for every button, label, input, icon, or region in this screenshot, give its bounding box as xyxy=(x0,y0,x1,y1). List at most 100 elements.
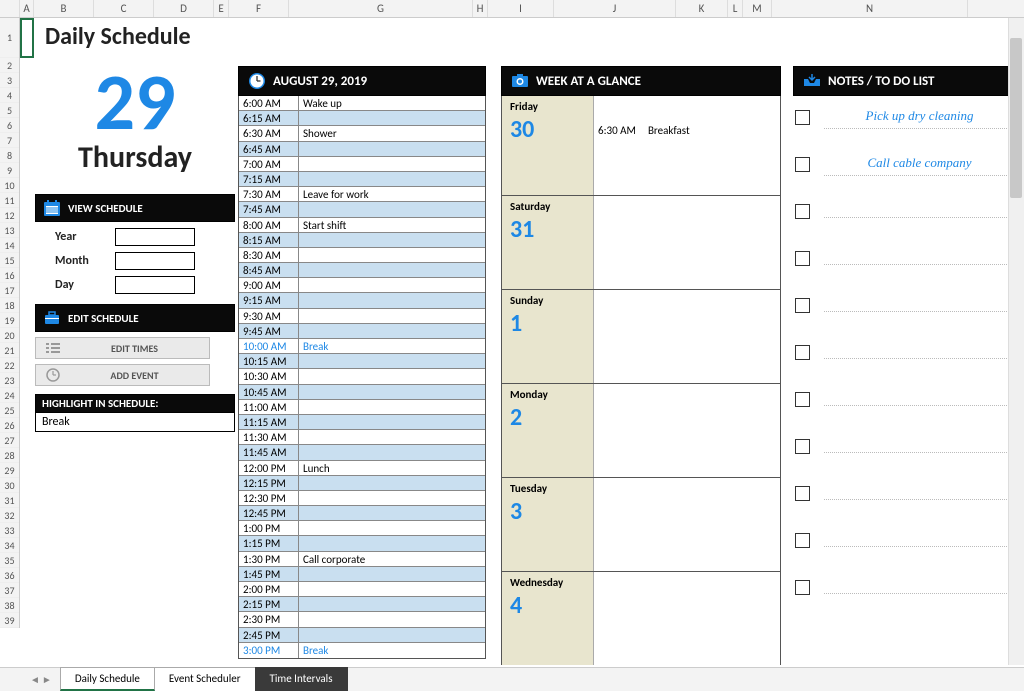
week-day[interactable]: Monday2 xyxy=(502,384,780,478)
note-checkbox[interactable] xyxy=(795,533,810,548)
note-text[interactable] xyxy=(824,390,1015,406)
note-text[interactable] xyxy=(824,296,1015,312)
note-checkbox[interactable] xyxy=(795,439,810,454)
note-text[interactable] xyxy=(824,343,1015,359)
schedule-row[interactable]: 10:45 AM xyxy=(239,385,485,400)
col-header[interactable]: H xyxy=(473,0,488,17)
schedule-row[interactable]: 2:15 PM xyxy=(239,597,485,612)
week-day[interactable]: Wednesday4 xyxy=(502,572,780,665)
schedule-row[interactable]: 8:30 AM xyxy=(239,248,485,263)
note-text[interactable] xyxy=(824,437,1015,453)
note-text[interactable] xyxy=(824,578,1015,594)
schedule-row[interactable]: 8:45 AM xyxy=(239,263,485,278)
note-text[interactable]: Pick up dry cleaning xyxy=(824,108,1015,129)
row-header[interactable]: 22 xyxy=(0,358,19,373)
row-header[interactable]: 23 xyxy=(0,373,19,388)
week-day[interactable]: Sunday1 xyxy=(502,290,780,384)
col-header[interactable]: M xyxy=(743,0,772,17)
row-header[interactable]: 6 xyxy=(0,118,19,133)
note-checkbox[interactable] xyxy=(795,298,810,313)
row-header[interactable]: 33 xyxy=(0,523,19,538)
row-header[interactable]: 4 xyxy=(0,88,19,103)
row-header[interactable]: 1 xyxy=(0,18,19,58)
col-header[interactable]: A xyxy=(20,0,34,17)
note-checkbox[interactable] xyxy=(795,392,810,407)
row-header[interactable]: 16 xyxy=(0,268,19,283)
row-header[interactable]: 5 xyxy=(0,103,19,118)
row-header[interactable]: 2 xyxy=(0,58,19,73)
schedule-row[interactable]: 1:30 PMCall corporate xyxy=(239,552,485,567)
row-header[interactable]: 30 xyxy=(0,478,19,493)
highlight-value[interactable]: Break xyxy=(36,412,234,431)
row-header[interactable]: 34 xyxy=(0,538,19,553)
schedule-row[interactable]: 8:15 AM xyxy=(239,233,485,248)
col-header[interactable]: F xyxy=(229,0,289,17)
day-input[interactable] xyxy=(115,276,195,294)
row-header[interactable]: 3 xyxy=(0,73,19,88)
row-header[interactable]: 37 xyxy=(0,583,19,598)
row-header[interactable]: 38 xyxy=(0,598,19,613)
col-header[interactable]: D xyxy=(154,0,214,17)
schedule-row[interactable]: 8:00 AMStart shift xyxy=(239,218,485,233)
schedule-row[interactable]: 6:00 AMWake up xyxy=(239,96,485,111)
schedule-row[interactable]: 7:00 AM xyxy=(239,157,485,172)
row-header[interactable]: 10 xyxy=(0,178,19,193)
schedule-row[interactable]: 1:45 PM xyxy=(239,567,485,582)
schedule-row[interactable]: 7:30 AMLeave for work xyxy=(239,187,485,202)
note-checkbox[interactable] xyxy=(795,251,810,266)
schedule-row[interactable]: 10:00 AMBreak xyxy=(239,339,485,354)
sheet-tab-daily-schedule[interactable]: Daily Schedule xyxy=(60,667,155,691)
row-header[interactable]: 36 xyxy=(0,568,19,583)
tab-nav[interactable]: ◄ ► xyxy=(30,668,52,691)
row-header[interactable]: 18 xyxy=(0,298,19,313)
vertical-scrollbar[interactable] xyxy=(1008,18,1024,665)
row-header[interactable]: 28 xyxy=(0,448,19,463)
schedule-row[interactable]: 7:45 AM xyxy=(239,202,485,217)
sheet-tab-event-scheduler[interactable]: Event Scheduler xyxy=(154,667,256,691)
col-header[interactable]: I xyxy=(488,0,554,17)
schedule-row[interactable]: 10:30 AM xyxy=(239,369,485,384)
schedule-row[interactable]: 3:00 PMBreak xyxy=(239,643,485,658)
nav-first-icon[interactable]: ◄ xyxy=(30,673,40,686)
col-header[interactable]: B xyxy=(34,0,94,17)
row-header[interactable]: 13 xyxy=(0,223,19,238)
row-header[interactable]: 14 xyxy=(0,238,19,253)
row-header[interactable]: 25 xyxy=(0,403,19,418)
col-header[interactable]: N xyxy=(772,0,968,17)
row-header[interactable]: 32 xyxy=(0,508,19,523)
week-day[interactable]: Tuesday3 xyxy=(502,478,780,572)
row-header[interactable]: 29 xyxy=(0,463,19,478)
schedule-row[interactable]: 12:00 PMLunch xyxy=(239,461,485,476)
note-text[interactable] xyxy=(824,531,1015,547)
note-checkbox[interactable] xyxy=(795,486,810,501)
row-header[interactable]: 9 xyxy=(0,163,19,178)
row-header[interactable]: 8 xyxy=(0,148,19,163)
row-header[interactable]: 21 xyxy=(0,343,19,358)
row-header[interactable]: 26 xyxy=(0,418,19,433)
week-day[interactable]: Saturday31 xyxy=(502,196,780,290)
row-header[interactable]: 17 xyxy=(0,283,19,298)
schedule-row[interactable]: 2:45 PM xyxy=(239,628,485,643)
sheet-tab-time-intervals[interactable]: Time Intervals xyxy=(255,667,348,691)
note-text[interactable]: Call cable company xyxy=(824,155,1015,176)
note-checkbox[interactable] xyxy=(795,110,810,125)
schedule-row[interactable]: 11:15 AM xyxy=(239,415,485,430)
week-day[interactable]: Friday306:30 AMBreakfast xyxy=(502,96,780,196)
col-header[interactable]: G xyxy=(289,0,473,17)
schedule-row[interactable]: 6:45 AM xyxy=(239,142,485,157)
note-text[interactable] xyxy=(824,249,1015,265)
schedule-row[interactable]: 12:30 PM xyxy=(239,491,485,506)
row-header[interactable]: 15 xyxy=(0,253,19,268)
schedule-row[interactable]: 2:00 PM xyxy=(239,582,485,597)
note-text[interactable] xyxy=(824,484,1015,500)
nav-last-icon[interactable]: ► xyxy=(42,673,52,686)
row-header[interactable]: 20 xyxy=(0,328,19,343)
schedule-row[interactable]: 9:15 AM xyxy=(239,293,485,308)
col-header[interactable]: L xyxy=(728,0,743,17)
row-header[interactable]: 11 xyxy=(0,193,19,208)
row-header[interactable]: 12 xyxy=(0,208,19,223)
col-header[interactable]: C xyxy=(94,0,154,17)
schedule-row[interactable]: 7:15 AM xyxy=(239,172,485,187)
add-event-button[interactable]: ADD EVENT xyxy=(35,364,210,386)
schedule-row[interactable]: 1:15 PM xyxy=(239,536,485,551)
